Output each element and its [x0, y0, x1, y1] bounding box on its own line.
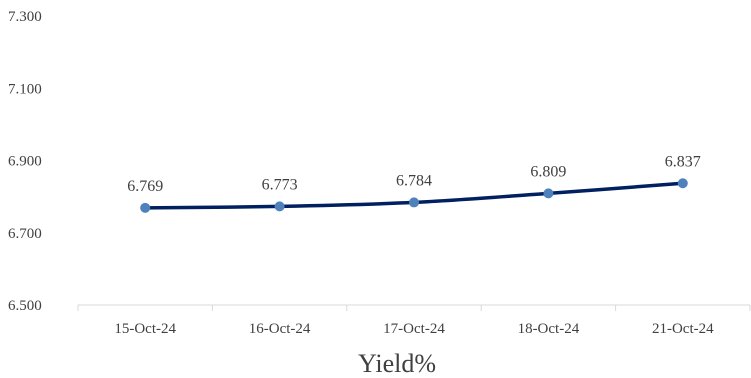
- data-label: 6.773: [262, 176, 298, 193]
- y-tick-label: 6.900: [8, 154, 42, 170]
- y-tick-label: 6.500: [8, 298, 42, 314]
- data-point: [677, 178, 688, 189]
- x-axis: 15-Oct-24 16-Oct-24 17-Oct-24 18-Oct-24 21-O…: [77, 304, 751, 337]
- data-label: 6.837: [665, 153, 701, 170]
- x-tick-label: 16-Oct-24: [249, 321, 311, 337]
- y-tick-label: 7.300: [8, 9, 42, 25]
- data-label: 6.784: [396, 172, 432, 189]
- series-yield: 6.769 6.773 6.784 6.809 6.837: [127, 153, 701, 213]
- data-point: [274, 201, 285, 212]
- x-tick-label: 21-Oct-24: [652, 321, 714, 337]
- y-tick-label: 6.700: [8, 226, 42, 242]
- data-point: [409, 197, 419, 208]
- x-tick-label: 17-Oct-24: [383, 321, 445, 337]
- x-axis-title: Yield%: [358, 349, 436, 378]
- y-axis-ticks: 6.500 6.700 6.900 7.100 7.300: [8, 9, 42, 314]
- x-tick-label: 15-Oct-24: [114, 321, 176, 337]
- y-tick-label: 7.100: [8, 81, 42, 97]
- data-point: [140, 202, 151, 213]
- x-tick-label: 18-Oct-24: [518, 321, 580, 337]
- data-label: 6.769: [127, 178, 163, 195]
- data-label: 6.809: [530, 163, 566, 180]
- data-point: [543, 188, 554, 199]
